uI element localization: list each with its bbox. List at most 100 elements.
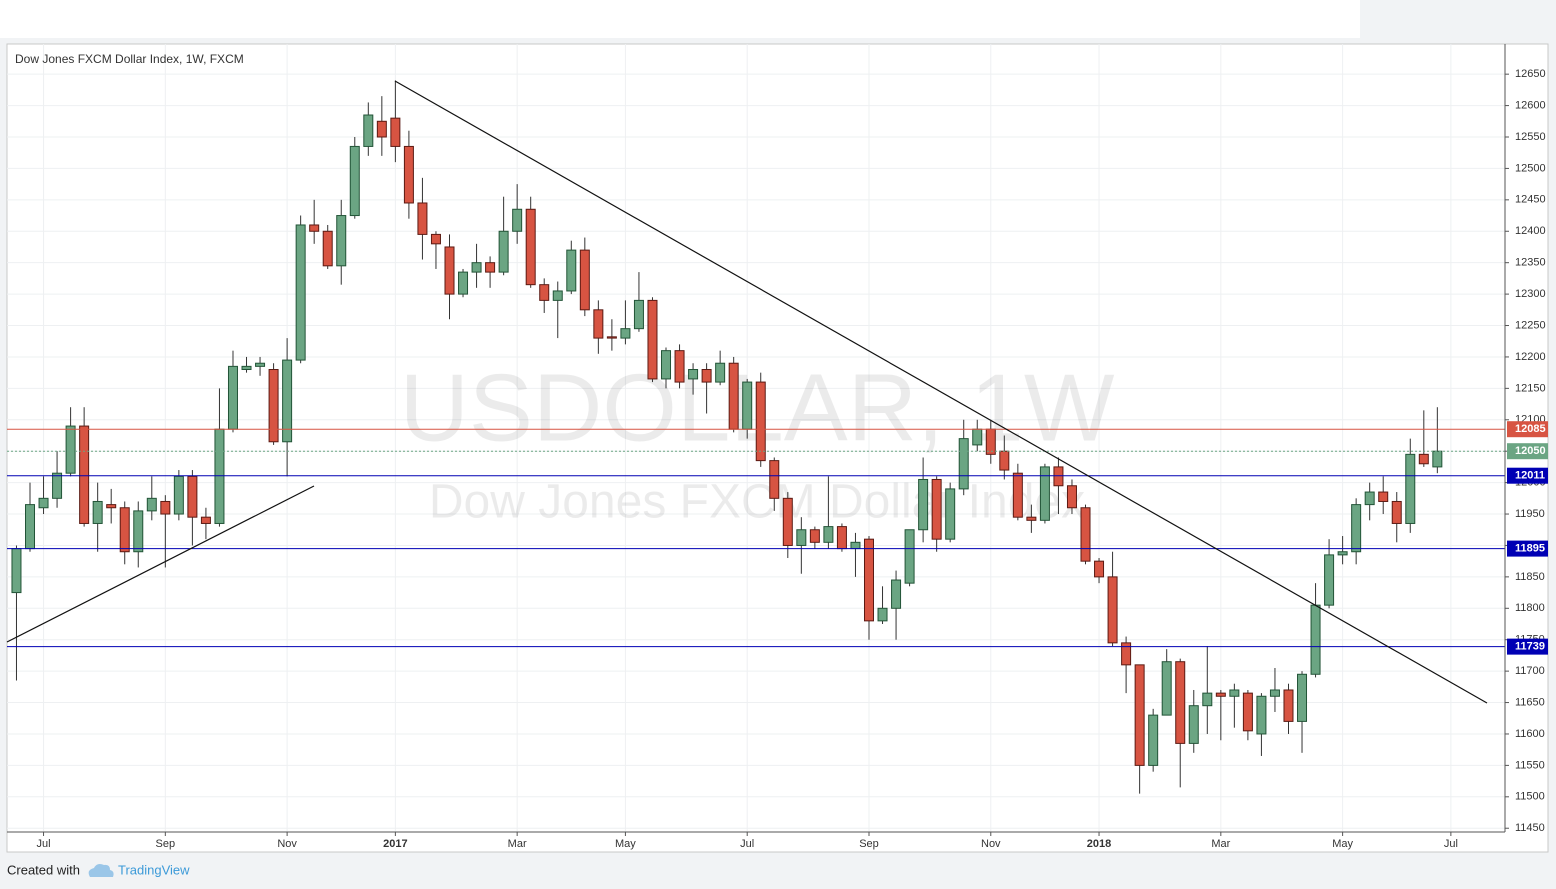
y-tick-label: 11550 [1515, 759, 1545, 771]
candle-body [647, 299, 658, 380]
candle-body [430, 233, 441, 245]
candle-body [214, 428, 225, 524]
candle-body [1121, 642, 1132, 666]
candle-body [715, 362, 726, 383]
candle-body [809, 529, 820, 543]
candle-body [796, 529, 807, 546]
candle-body [160, 500, 171, 515]
price-label: 11739 [1515, 641, 1545, 653]
candle-body [755, 381, 766, 462]
candle-body [255, 362, 266, 367]
candle-body [1215, 692, 1226, 697]
price-label: 12050 [1515, 445, 1546, 457]
candle-body [485, 262, 496, 273]
x-tick-label: May [615, 838, 636, 850]
candle-body [417, 202, 428, 235]
candle-body [918, 478, 929, 531]
candle-body [620, 328, 631, 339]
x-tick-label: May [1332, 838, 1353, 850]
y-tick-label: 11700 [1515, 665, 1545, 677]
y-tick-label: 12550 [1515, 131, 1546, 143]
x-tick-label: 2018 [1087, 838, 1111, 850]
y-tick-label: 12250 [1515, 319, 1546, 331]
candle-body [1391, 500, 1402, 524]
candle-body [1283, 689, 1294, 722]
candle-body [539, 284, 550, 301]
candle-body [1080, 507, 1091, 562]
y-tick-label: 12500 [1515, 162, 1546, 174]
candle-body [701, 369, 712, 383]
candle-body [1242, 692, 1253, 732]
candle-body [985, 428, 996, 455]
y-tick-label: 12350 [1515, 257, 1546, 269]
candle-body [363, 114, 374, 147]
candle-body [282, 359, 293, 443]
candle-body [376, 120, 387, 138]
y-tick-label: 11600 [1515, 728, 1545, 740]
candle-body [471, 262, 482, 273]
candle-body [863, 538, 874, 622]
candle-body [336, 215, 347, 267]
trend-line [6, 485, 315, 643]
x-tick-label: Sep [859, 838, 879, 850]
candle-body [173, 475, 184, 515]
candle-body [241, 365, 252, 371]
candle-body [688, 369, 699, 380]
candle-body [309, 224, 320, 232]
candle-body [1134, 664, 1145, 766]
candle-body [1026, 516, 1037, 521]
candle-body [1337, 551, 1348, 556]
candle-body [1039, 466, 1050, 521]
candle-body [958, 438, 969, 490]
candle-body [106, 504, 117, 509]
candle-body [877, 607, 888, 622]
candle-body [836, 526, 847, 550]
candle-body [187, 475, 198, 518]
candle-body [633, 299, 644, 330]
candle-body [1229, 689, 1240, 697]
x-tick-label: Jul [740, 838, 754, 850]
price-label: 11895 [1515, 543, 1545, 555]
y-tick-label: 12200 [1515, 351, 1546, 363]
candle-body [1175, 661, 1186, 744]
y-tick-label: 11800 [1515, 602, 1545, 614]
x-tick-label: Sep [156, 838, 176, 850]
candle-body [945, 488, 956, 540]
candle-body [931, 478, 942, 540]
y-tick-label: 11500 [1515, 791, 1545, 803]
candle-body [782, 497, 793, 546]
candle-body [661, 350, 672, 380]
candle-body [498, 230, 509, 273]
trend-line [394, 80, 1488, 704]
brand-logo [88, 864, 114, 877]
footer-brand[interactable]: TradingView [118, 862, 190, 877]
candle-body [1188, 705, 1199, 744]
price-label: 12085 [1515, 423, 1546, 435]
y-tick-label: 11650 [1515, 696, 1545, 708]
candle-body [65, 425, 76, 474]
candle-body [11, 548, 22, 594]
candle-body [295, 224, 306, 361]
price-label: 12011 [1515, 470, 1545, 482]
candle-body [566, 249, 577, 292]
candle-body [390, 117, 401, 147]
candle-body [200, 516, 211, 524]
watermark-subtitle: Dow Jones FXCM Dollar Index [429, 476, 1085, 529]
candle-body [38, 497, 49, 509]
candle-body [444, 246, 455, 295]
candle-body [525, 208, 536, 286]
candle-body [742, 381, 753, 430]
candle-body [769, 460, 780, 499]
y-tick-label: 12450 [1515, 194, 1546, 206]
candle-body [579, 249, 590, 311]
candle-body [593, 309, 604, 339]
x-tick-label: Nov [277, 838, 297, 850]
x-tick-label: Jul [37, 838, 51, 850]
candle-body [25, 504, 36, 550]
candle-body [1107, 576, 1118, 644]
y-tick-label: 12400 [1515, 225, 1546, 237]
chart-title: Dow Jones FXCM Dollar Index, 1W, FXCM [15, 52, 244, 66]
candle-body [1012, 472, 1023, 518]
candle-body [1256, 695, 1267, 735]
y-tick-label: 11950 [1515, 508, 1545, 520]
